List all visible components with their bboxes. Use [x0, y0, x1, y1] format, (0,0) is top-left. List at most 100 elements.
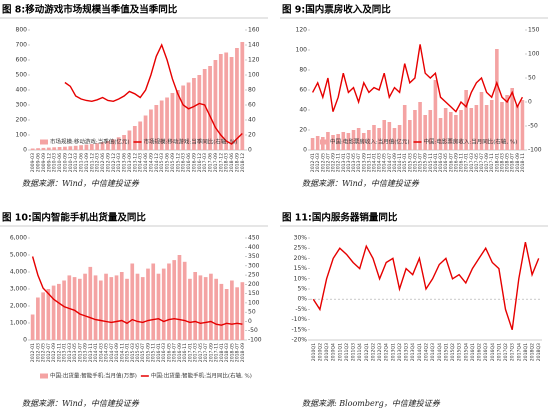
y-tick-label: 700 — [16, 42, 28, 49]
x-tick-label: 2016Q4 — [490, 343, 496, 361]
line-series — [64, 43, 243, 145]
y2-tick-label: 50 — [528, 75, 536, 82]
bar — [240, 42, 245, 150]
bar — [192, 78, 196, 150]
y-tick-label: 2,000 — [10, 303, 27, 310]
bar — [77, 278, 82, 340]
bar — [130, 263, 135, 340]
bar — [46, 289, 51, 340]
x-tick-label: 2011Q3 — [351, 343, 357, 361]
x-tick-label: 2015-05 — [412, 153, 418, 172]
bar — [193, 272, 198, 340]
bar — [182, 261, 187, 340]
bar — [93, 275, 98, 340]
y2-tick-label: 300 — [248, 262, 260, 269]
bar — [186, 82, 191, 150]
x-tick-label: 2012-01 — [310, 153, 316, 172]
legend-label: 中国:出货量:智能手机:当月值(万部) — [50, 372, 137, 380]
x-tick-label: 2013-09 — [83, 343, 89, 362]
bar — [341, 132, 346, 150]
x-tick-label: 2012-07 — [46, 343, 52, 362]
y-tick-label: 10% — [294, 275, 308, 282]
x-tick-label: 2009-06 — [36, 153, 42, 172]
x-tick-label: 2013-03 — [116, 153, 122, 172]
x-tick-label: 2012-11 — [56, 343, 62, 362]
bar — [356, 128, 361, 150]
x-tick-label: 2017-01 — [187, 343, 193, 362]
bar — [57, 283, 61, 340]
x-tick-label: 2013-07 — [77, 343, 83, 362]
x-tick-label: 2016-05 — [166, 343, 172, 362]
x-tick-label: 2011-12 — [89, 153, 95, 172]
x-tick-label: 2014Q2 — [424, 343, 430, 361]
x-tick-label: 2014-11 — [119, 343, 125, 362]
bar — [73, 145, 78, 150]
x-tick-label: 2016-03 — [161, 343, 167, 362]
x-tick-label: 2014Q3 — [430, 343, 436, 361]
bar — [165, 97, 169, 150]
y-tick-label: 20 — [299, 127, 307, 134]
x-tick-label: 2013-01 — [341, 153, 347, 172]
x-tick-label: 2018Q2 — [530, 343, 536, 361]
y-tick-label: 0 — [23, 337, 27, 344]
x-tick-label: 2018-03 — [499, 153, 505, 172]
y-tick-label: 100 — [296, 47, 308, 54]
bar — [72, 277, 77, 340]
x-tick-label: 2012-05 — [41, 343, 47, 362]
legend-label: 市场规模:移动游戏:当季同比(右轴, %) — [144, 138, 238, 146]
source-note: 数据来源：Wind，中信建投证券 — [22, 399, 140, 408]
bar — [382, 120, 387, 150]
x-tick-label: 2018-09 — [234, 153, 240, 172]
x-tick-label: 2018-05 — [505, 153, 511, 172]
y-tick-label: 300 — [16, 102, 28, 109]
bar — [377, 128, 381, 150]
x-tick-label: 2010Q2 — [317, 343, 323, 361]
x-tick-label: 2018-06 — [229, 153, 235, 172]
y2-tick-label: -50 — [248, 327, 258, 334]
x-tick-label: 2011-09 — [84, 153, 90, 172]
x-tick-label: 2012-03 — [35, 343, 41, 362]
x-tick-label: 2012Q1 — [364, 343, 370, 361]
x-tick-label: 2014-03 — [98, 343, 104, 362]
x-tick-label: 2015-06 — [165, 153, 171, 172]
bar — [98, 280, 103, 340]
bar — [218, 54, 223, 150]
bar — [484, 105, 489, 150]
x-tick-label: 2013-05 — [72, 343, 78, 362]
x-tick-label: 2013-07 — [356, 153, 362, 172]
x-tick-label: 2018-09 — [515, 153, 521, 172]
x-tick-label: 2014-12 — [154, 153, 160, 172]
x-tick-label: 2016-11 — [459, 153, 465, 172]
y-tick-label: 0 — [23, 147, 27, 154]
x-tick-label: 2013Q3 — [404, 343, 410, 361]
x-tick-label: 2012-09 — [331, 153, 337, 172]
bar — [203, 277, 208, 340]
bar — [106, 141, 110, 150]
bar — [505, 95, 509, 150]
x-tick-label: 2014-06 — [143, 153, 149, 172]
x-tick-label: 2014-01 — [93, 343, 99, 362]
chart-title: 图 11:国内服务器销量同比 — [282, 212, 398, 224]
bar — [346, 133, 351, 150]
x-tick-label: 2017Q1 — [496, 343, 502, 361]
x-tick-label: 2017-05 — [198, 343, 204, 362]
x-tick-label: 2015-09 — [423, 153, 429, 172]
legend-label: 中国:电影票房收入:当月同比(右轴, %) — [424, 138, 518, 146]
bar — [114, 275, 119, 340]
x-tick-label: 2010Q3 — [324, 343, 330, 361]
x-tick-label: 2012Q2 — [370, 343, 376, 361]
x-tick-label: 2016-11 — [182, 343, 188, 362]
x-tick-label: 2015-01 — [125, 343, 131, 362]
x-tick-label: 2014Q4 — [437, 343, 443, 361]
x-tick-label: 2010-12 — [68, 153, 74, 172]
legend-label: 中国:电影票房收入:当月值(亿元) — [330, 138, 410, 146]
x-tick-label: 2009-09 — [41, 153, 47, 172]
bar — [448, 112, 453, 150]
x-tick-label: 2016-12 — [197, 153, 203, 172]
x-tick-label: 2017Q3 — [510, 343, 516, 361]
x-tick-label: 2016-01 — [156, 343, 162, 362]
legend-swatch — [320, 139, 328, 145]
x-tick-label: 2018-07 — [510, 153, 516, 172]
x-tick-label: 2012Q4 — [384, 343, 390, 361]
x-tick-label: 2013-12 — [132, 153, 138, 172]
